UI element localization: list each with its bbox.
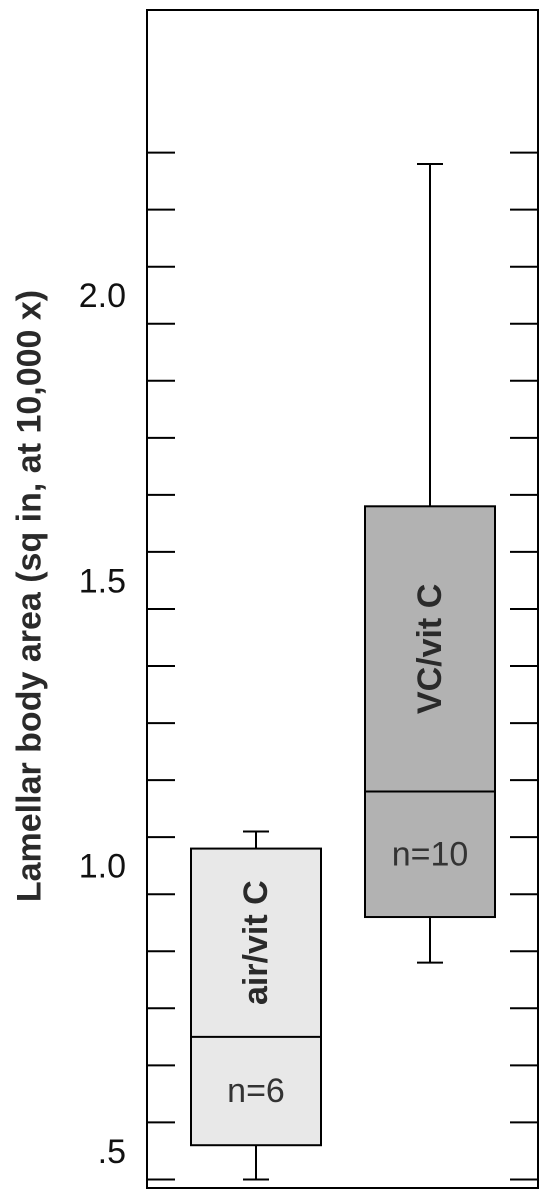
plot-frame (146, 9, 539, 1189)
y-tick-label: .5 (98, 1133, 126, 1171)
y-tick-label: 2.0 (79, 277, 126, 315)
sample-size-label: n=10 (392, 835, 469, 873)
y-axis-ticks: .5 1.0 1.5 2.0 (79, 151, 538, 1181)
box-2: VC/vit C n=10 (364, 163, 496, 964)
group-label: air/vit C (237, 880, 275, 1005)
y-tick-label: 1.5 (79, 562, 126, 600)
box-iqr (190, 847, 322, 1147)
sample-size-label: n=6 (227, 1072, 285, 1110)
box-iqr (364, 505, 496, 919)
group-label: VC/vit C (411, 584, 449, 714)
box-1: air/vit C n=6 (190, 830, 322, 1181)
y-tick-label: 1.0 (79, 848, 126, 886)
box-series: air/vit C n=6 VC/vit C n=10 (190, 163, 496, 1181)
